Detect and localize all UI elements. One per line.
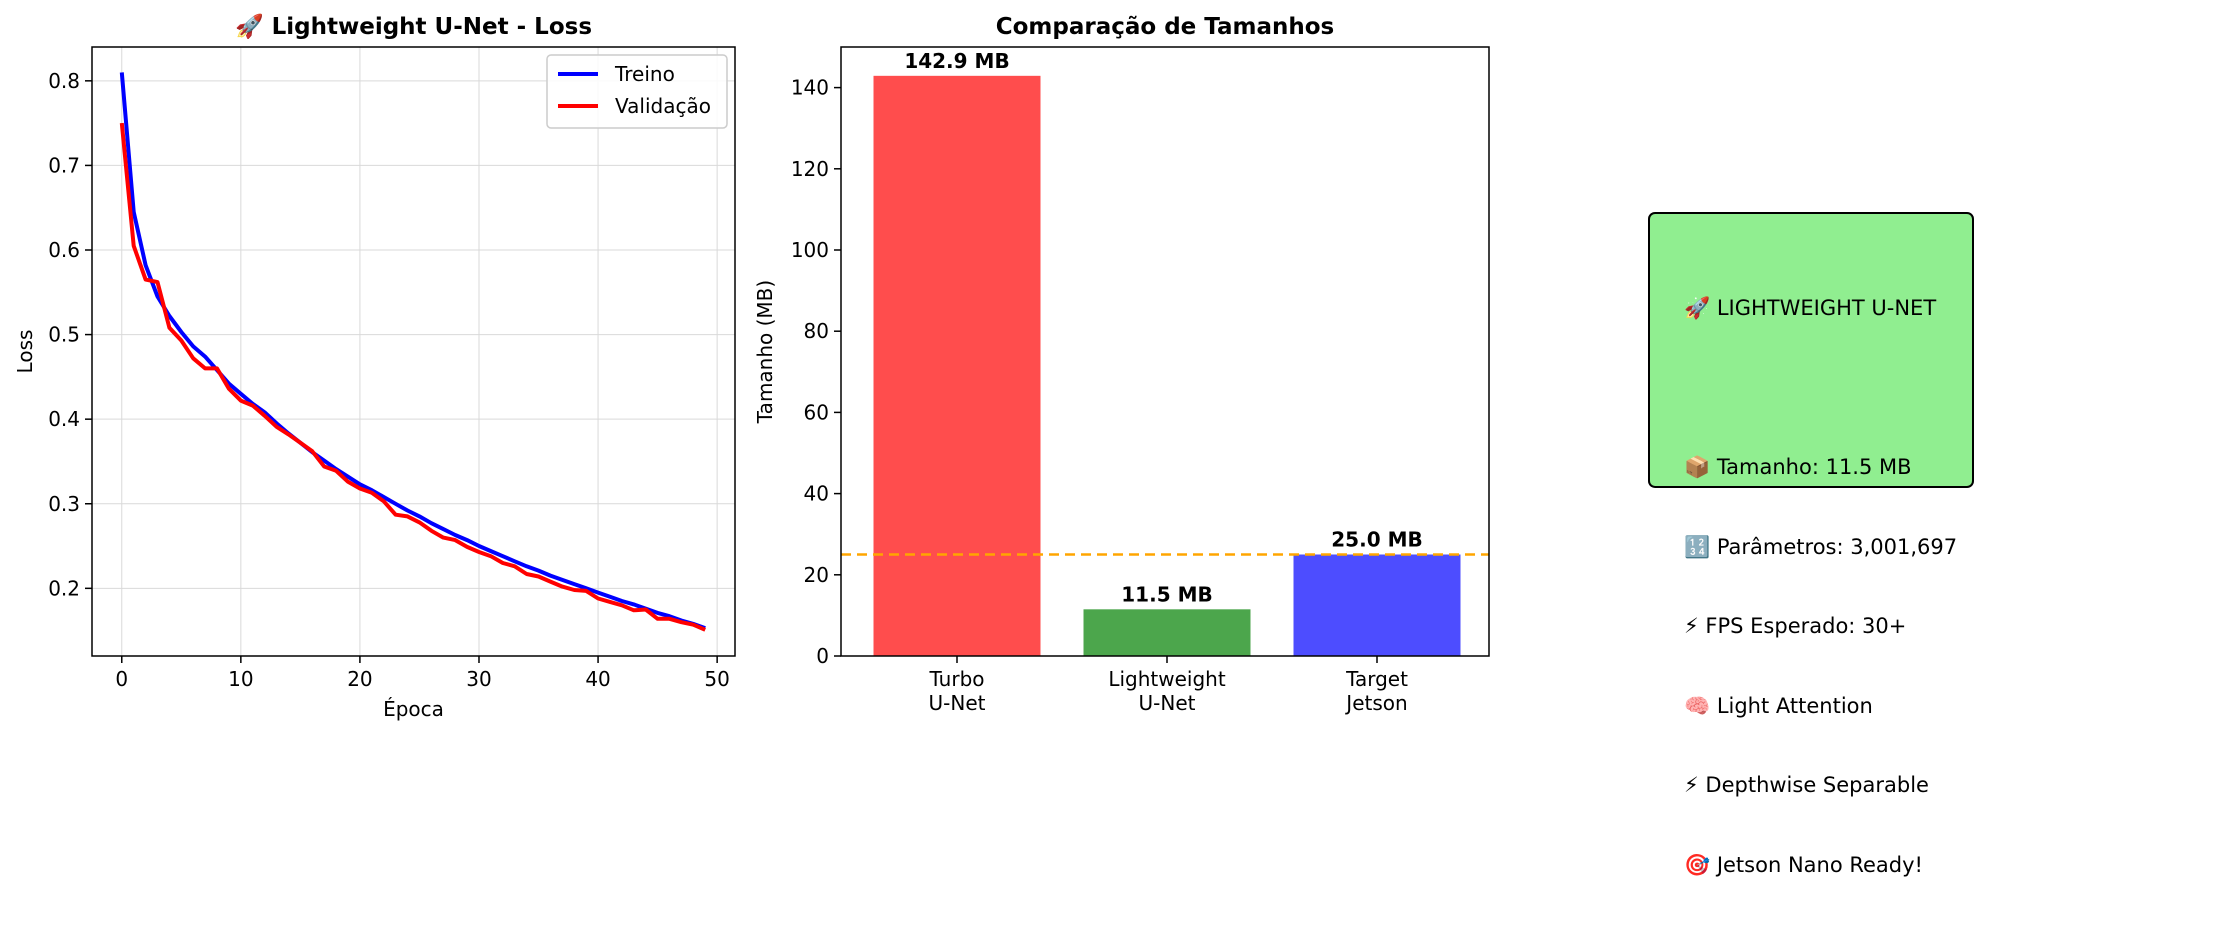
- y-tick-label: 0.2: [48, 576, 80, 600]
- info-box: 🚀 LIGHTWEIGHT U-NET 📦 Tamanho: 11.5 MB 🔢…: [1648, 212, 1974, 877]
- y-tick-label: 0.5: [48, 323, 80, 347]
- y-tick-label: 0.4: [48, 407, 80, 431]
- size-chart: 142.9 MB Turbo U-Net 11.5 MB Lightweight U-Ne…: [753, 14, 1490, 715]
- x-tick-label: Turbo U-Net: [928, 667, 985, 715]
- y-tick-label: 120: [791, 157, 829, 181]
- info-line-blank: [1684, 375, 1972, 402]
- bar: [873, 75, 1041, 657]
- y-tick-label: 0.8: [48, 69, 80, 93]
- legend-entry-label: Validação: [615, 94, 711, 118]
- y-tick-label: 0.3: [48, 492, 80, 516]
- series-line-validacao: [119, 122, 706, 632]
- x-tick-label: 40: [585, 667, 610, 691]
- bar-value-label: 25.0 MB: [1331, 528, 1422, 552]
- y-tick-label: 0: [816, 644, 829, 668]
- info-line-title: 🚀 LIGHTWEIGHT U-NET: [1684, 296, 1937, 320]
- figure-canvas: 0 10 20 30 40 50 0.2 0.3 0.4 0.5 0.6 0.7 0.8 🚀 Lightw…: [13, 13, 1490, 721]
- info-line-size: 📦 Tamanho: 11.5 MB: [1684, 455, 1912, 479]
- bar: [1293, 554, 1461, 656]
- figure: 0 10 20 30 40 50 0.2 0.3 0.4 0.5 0.6 0.7 0.8 🚀 Lightw…: [13, 13, 1974, 877]
- legend-entry-label: Treino: [614, 62, 675, 86]
- x-tick-label: 20: [347, 667, 372, 691]
- y-tick-label: 60: [804, 400, 829, 424]
- x-axis-label: Época: [383, 697, 444, 721]
- plot-frame: [840, 46, 1490, 657]
- series-line-treino: [119, 72, 706, 630]
- x-tick-label: Target Jetson: [1344, 667, 1408, 715]
- y-tick-label: 140: [791, 76, 829, 100]
- x-tick-label: 10: [228, 667, 253, 691]
- x-tick-label: Lightweight U-Net: [1108, 667, 1226, 715]
- plot-frame: [91, 46, 736, 657]
- y-tick-label: 80: [804, 319, 829, 343]
- y-tick-label: 0.7: [48, 153, 80, 177]
- y-tick-label: 40: [804, 482, 829, 506]
- loss-chart: 0 10 20 30 40 50 0.2 0.3 0.4 0.5 0.6 0.7 0.8 🚀 Lightw…: [13, 13, 736, 721]
- info-line-depthwise: ⚡ Depthwise Separable: [1684, 773, 1929, 797]
- y-axis-label: Tamanho (MB): [753, 280, 777, 424]
- x-tick-label: 30: [466, 667, 491, 691]
- x-tick-label: 50: [704, 667, 729, 691]
- legend: Treino Validação: [546, 54, 728, 129]
- info-line-params: 🔢 Parâmetros: 3,001,697: [1684, 534, 1958, 559]
- bar-value-label: 142.9 MB: [904, 49, 1009, 73]
- y-axis-label: Loss: [13, 330, 37, 374]
- x-tick-label: 0: [115, 667, 128, 691]
- info-line-fps: ⚡ FPS Esperado: 30+: [1684, 614, 1907, 638]
- y-tick-label: 100: [791, 238, 829, 262]
- y-tick-label: 0.6: [48, 238, 80, 262]
- loss-chart-title: 🚀 Lightweight U-Net - Loss: [235, 13, 592, 40]
- info-line-attention: 🧠 Light Attention: [1684, 693, 1873, 718]
- bar: [1083, 609, 1251, 656]
- bar-value-label: 11.5 MB: [1121, 582, 1212, 606]
- y-tick-label: 20: [804, 563, 829, 587]
- info-line-jetson: 🎯 Jetson Nano Ready!: [1684, 852, 1923, 877]
- size-chart-title: Comparação de Tamanhos: [996, 14, 1335, 40]
